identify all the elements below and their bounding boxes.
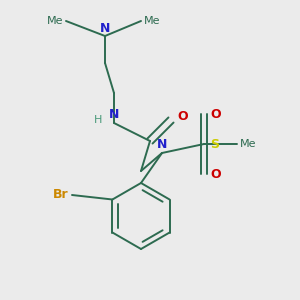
Text: N: N (100, 22, 110, 34)
Text: O: O (210, 107, 220, 121)
Text: O: O (177, 110, 188, 124)
Text: O: O (210, 167, 220, 181)
Text: H: H (94, 115, 102, 125)
Text: N: N (109, 109, 119, 122)
Text: Br: Br (53, 188, 69, 202)
Text: Me: Me (240, 139, 256, 149)
Text: N: N (157, 139, 167, 152)
Text: Me: Me (144, 16, 160, 26)
Text: Me: Me (46, 16, 63, 26)
Text: S: S (210, 137, 219, 151)
